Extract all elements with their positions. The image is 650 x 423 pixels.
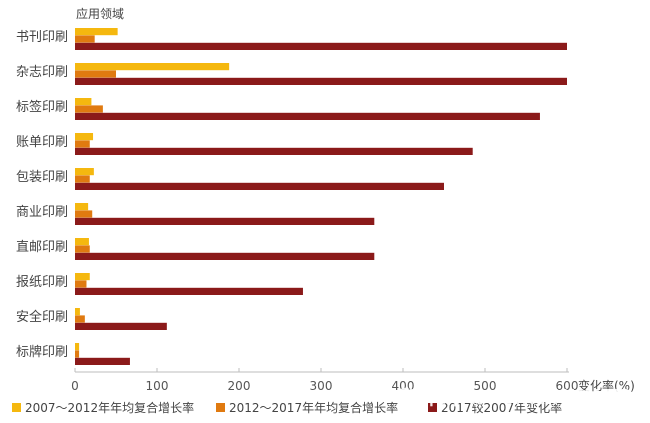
- bar-series-3: [75, 77, 567, 85]
- bar-series-1: [75, 168, 94, 176]
- legend-swatch-series-2: [216, 403, 225, 412]
- bar-series-1: [75, 273, 90, 281]
- bar-series-3: [75, 147, 473, 155]
- bar-series-3: [75, 322, 167, 330]
- bar-series-2: [75, 350, 80, 358]
- category-label: 账单印刷: [16, 135, 68, 150]
- bar-series-1: [75, 98, 92, 106]
- x-tick-label: 300: [310, 379, 333, 393]
- bar-series-2: [75, 140, 90, 148]
- bar-series-3: [75, 357, 130, 365]
- x-tick-label: 200: [228, 379, 251, 393]
- bar-series-1: [75, 203, 89, 211]
- bar-series-3: [75, 217, 375, 225]
- category-label: 杂志印刷: [16, 65, 68, 80]
- x-axis-title: 变化率(%): [578, 378, 635, 393]
- legend-swatch-series-3: [428, 403, 437, 412]
- watermark-text: 科印网 www.KINKNET: [400, 385, 628, 409]
- legend-label-series-3: 2017较2007年变化率: [441, 400, 562, 415]
- x-tick-label: 100: [146, 379, 169, 393]
- bar-series-2: [75, 70, 116, 78]
- legend-label-series-1: 2007～2012年年均复合增长率: [25, 400, 194, 415]
- bar-series-2: [75, 175, 90, 183]
- bar-series-2: [75, 210, 93, 218]
- y-axis-title: 应用领域: [76, 6, 124, 21]
- bar-series-3: [75, 112, 540, 120]
- bar-series-1: [75, 238, 89, 246]
- bar-series-1: [75, 133, 94, 141]
- category-label: 包装印刷: [16, 170, 68, 185]
- bar-series-3: [75, 42, 567, 50]
- x-tick-label: 500: [474, 379, 497, 393]
- legend-swatch-series-1: [12, 403, 21, 412]
- bar-series-2: [75, 315, 85, 323]
- x-tick-label: 600: [556, 379, 579, 393]
- bar-series-3: [75, 182, 444, 190]
- bar-series-3: [75, 252, 375, 260]
- bar-series-2: [75, 280, 87, 288]
- bar-series-1: [75, 308, 80, 316]
- category-label: 书刊印刷: [16, 30, 68, 45]
- bar-series-3: [75, 287, 303, 295]
- bar-series-2: [75, 105, 103, 113]
- category-label: 直邮印刷: [16, 240, 68, 255]
- bar-series-1: [75, 28, 118, 36]
- x-tick-label: 400: [392, 379, 415, 393]
- category-label: 标签印刷: [16, 99, 68, 115]
- category-label: 安全印刷: [16, 309, 68, 325]
- bar-series-1: [75, 343, 80, 351]
- category-label: 标牌印刷: [16, 344, 68, 360]
- legend-label-series-2: 2012～2017年年均复合增长率: [229, 400, 398, 415]
- category-label: 商业印刷: [16, 205, 68, 220]
- x-tick-label: 0: [71, 379, 79, 393]
- category-label: 报纸印刷: [16, 275, 68, 290]
- bar-series-1: [75, 63, 230, 71]
- bar-series-2: [75, 245, 90, 253]
- bar-series-2: [75, 35, 95, 43]
